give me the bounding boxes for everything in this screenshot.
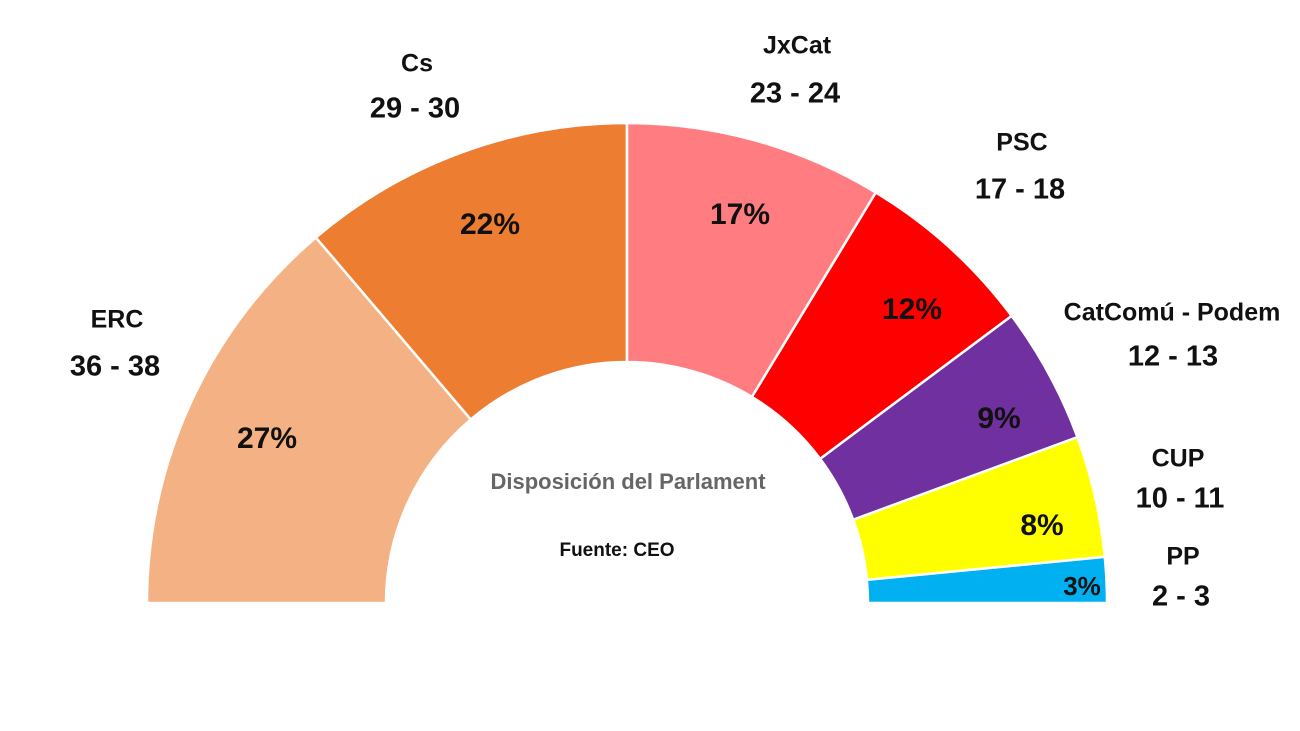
chart-title: Disposición del Parlament	[490, 469, 766, 494]
source-note: Fuente: CEO	[559, 540, 674, 561]
value-label: 27%	[237, 422, 297, 455]
seat-range: 29 - 30	[370, 93, 460, 125]
seat-range: 12 - 13	[1128, 341, 1218, 373]
seat-range: 17 - 18	[975, 174, 1065, 206]
value-label: 17%	[710, 198, 770, 231]
segment	[865, 555, 1109, 605]
value-label: 22%	[460, 208, 520, 241]
party-name: CatComú - Podem	[1064, 299, 1281, 327]
value-label: 12%	[882, 293, 942, 326]
value-label: 9%	[977, 402, 1020, 435]
party-name: CUP	[1152, 445, 1205, 473]
party-name: PP	[1166, 543, 1199, 571]
value-label: 8%	[1020, 509, 1063, 542]
party-name: Cs	[401, 50, 433, 78]
seat-range: 36 - 38	[70, 351, 160, 383]
seat-range: 2 - 3	[1152, 581, 1210, 613]
seat-range: 23 - 24	[750, 78, 840, 110]
seat-range: 10 - 11	[1136, 483, 1225, 515]
party-name: PSC	[996, 129, 1047, 157]
party-name: ERC	[91, 306, 144, 334]
segment	[314, 121, 629, 422]
value-label: 3%	[1063, 571, 1101, 601]
party-name: JxCat	[763, 32, 832, 60]
segment	[145, 235, 473, 605]
